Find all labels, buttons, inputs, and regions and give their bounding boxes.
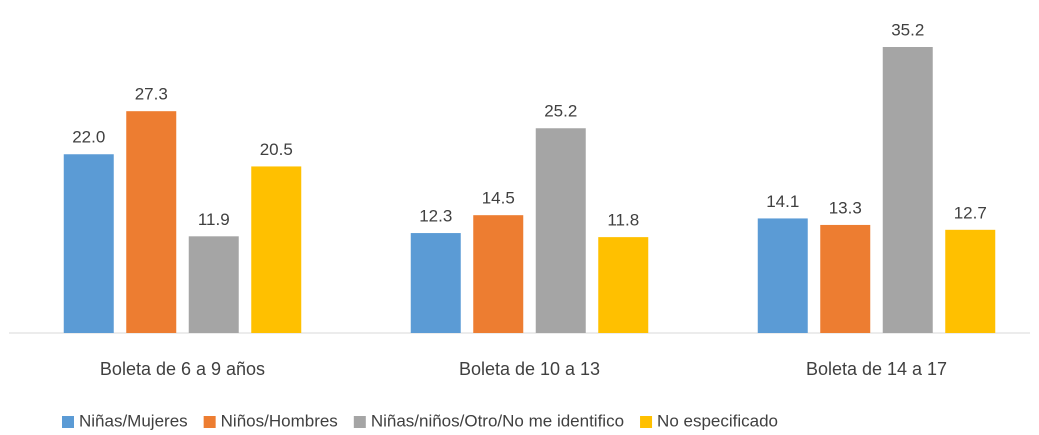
bar — [188, 236, 239, 333]
value-label: 14.1 — [766, 192, 799, 211]
bar — [535, 128, 586, 333]
value-label: 25.2 — [544, 102, 577, 121]
value-label: 35.2 — [891, 20, 924, 39]
x-tick-label: Boleta de 14 a 17 — [806, 359, 947, 379]
bar — [473, 215, 524, 333]
bar — [598, 237, 649, 333]
value-label: 11.8 — [607, 211, 639, 230]
value-label: 12.3 — [419, 207, 452, 226]
legend-swatch — [640, 416, 653, 428]
legend-label: Niños/Hombres — [221, 411, 338, 430]
legend-swatch — [203, 416, 216, 428]
value-label: 12.7 — [954, 203, 987, 222]
legend-swatch — [353, 416, 366, 428]
bar — [945, 229, 996, 333]
value-label: 20.5 — [260, 140, 293, 159]
bar — [820, 224, 871, 333]
legend-label: No especificado — [657, 411, 778, 430]
x-tick-label: Boleta de 10 a 13 — [459, 359, 600, 379]
value-label: 11.9 — [198, 210, 230, 229]
value-label: 13.3 — [829, 198, 862, 217]
bar — [757, 218, 808, 333]
legend-label: Niñas/niños/Otro/No me identifico — [371, 411, 624, 430]
bar — [126, 111, 177, 333]
bar — [882, 47, 933, 333]
legend-swatch — [62, 416, 74, 428]
value-label: 22.0 — [72, 128, 105, 147]
bar — [251, 166, 302, 333]
value-label: 14.5 — [482, 189, 515, 208]
bar — [410, 233, 461, 333]
x-tick-label: Boleta de 6 a 9 años — [100, 359, 265, 379]
legend-label: Niñas/Mujeres — [79, 411, 188, 430]
bar — [63, 154, 114, 333]
value-label: 27.3 — [135, 85, 168, 104]
